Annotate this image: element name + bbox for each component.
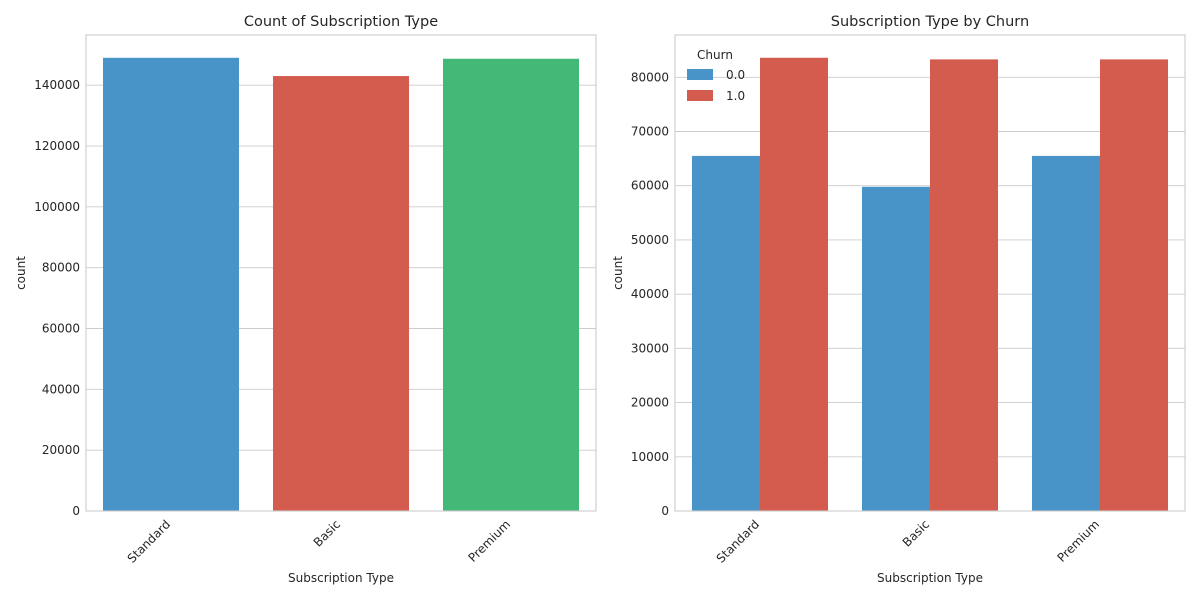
- chart-count-subscription-type: Count of Subscription Type Subscription …: [14, 14, 597, 585]
- y-tick-label: 50000: [631, 233, 669, 247]
- bar-standard: [103, 57, 239, 512]
- y-tick-label: 30000: [631, 341, 669, 355]
- y-tick-label: 70000: [631, 125, 669, 139]
- y-axis-label: count: [611, 256, 625, 290]
- legend-label: 0.0: [726, 68, 745, 82]
- y-tick-label: 20000: [42, 443, 80, 457]
- y-tick-label: 100000: [34, 200, 80, 214]
- plot-frame: [674, 34, 1186, 512]
- bar-churn-0.0-basic: [862, 186, 930, 511]
- y-tick-label: 0: [72, 504, 80, 518]
- y-tick-label: 80000: [42, 261, 80, 275]
- legend-swatch: [687, 69, 713, 80]
- plot-frame: [85, 34, 597, 512]
- legend-swatch: [687, 90, 713, 101]
- y-axis-label: count: [14, 256, 28, 290]
- y-tick-label: 60000: [42, 322, 80, 336]
- bar-churn-0.0-premium: [1032, 155, 1100, 511]
- x-tick-label: Standard: [714, 517, 763, 566]
- chart-title: Subscription Type by Churn: [831, 14, 1029, 30]
- x-axis-label: Subscription Type: [877, 571, 983, 585]
- x-tick-label: Basic: [311, 517, 343, 549]
- bar-churn-1.0-standard: [760, 57, 828, 512]
- y-tick-label: 0: [661, 504, 669, 518]
- chart-subscription-type-by-churn: Subscription Type by Churn Subscription …: [611, 14, 1186, 585]
- y-tick-label: 60000: [631, 179, 669, 193]
- x-tick-label: Basic: [900, 517, 932, 549]
- bar-premium: [443, 58, 579, 511]
- y-tick-label: 20000: [631, 396, 669, 410]
- x-tick-label: Premium: [465, 517, 513, 565]
- bar-basic: [273, 76, 409, 511]
- legend-label: 1.0: [726, 89, 745, 103]
- y-tick-label: 40000: [42, 382, 80, 396]
- bar-churn-0.0-standard: [692, 155, 760, 511]
- y-tick-label: 10000: [631, 450, 669, 464]
- x-axis-label: Subscription Type: [288, 571, 394, 585]
- y-tick-label: 140000: [34, 78, 80, 92]
- y-tick-label: 80000: [631, 70, 669, 84]
- y-tick-label: 120000: [34, 139, 80, 153]
- legend-title: Churn: [697, 48, 733, 62]
- x-tick-label: Premium: [1054, 517, 1102, 565]
- y-tick-label: 40000: [631, 287, 669, 301]
- x-tick-label: Standard: [125, 517, 174, 566]
- chart-title: Count of Subscription Type: [244, 14, 438, 30]
- legend: Churn 0.0 1.0: [687, 48, 745, 103]
- bar-churn-1.0-basic: [930, 59, 998, 511]
- bar-churn-1.0-premium: [1100, 59, 1168, 511]
